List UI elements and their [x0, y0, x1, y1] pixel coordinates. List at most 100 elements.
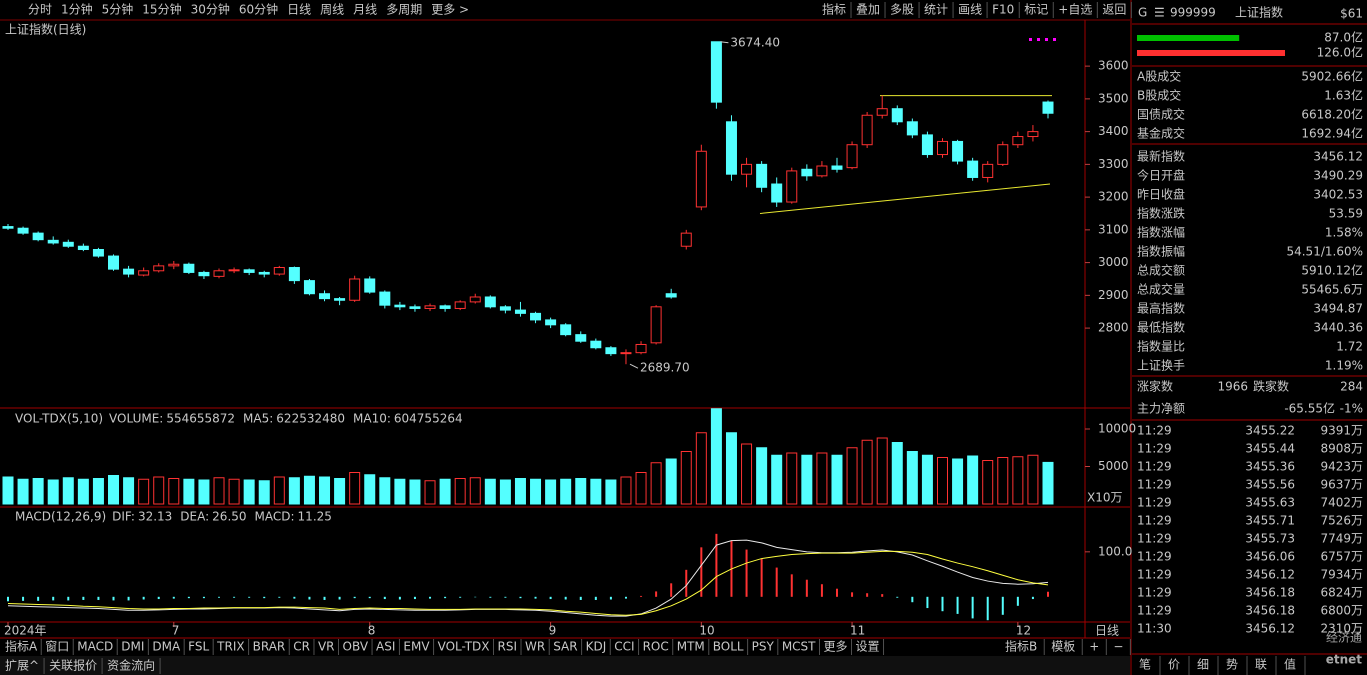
period-button[interactable]: 日线	[287, 3, 311, 17]
indicator-tab[interactable]: BRAR	[253, 640, 286, 654]
volume-bar	[32, 478, 44, 505]
flow-value: -65.55亿	[1284, 401, 1335, 416]
candle-body	[605, 347, 617, 355]
indicator-tab[interactable]: DMI	[121, 640, 144, 654]
volume-ratio-label: 126.0亿	[1317, 45, 1363, 60]
period-button[interactable]: 5分钟	[102, 2, 134, 17]
y-tick-label: 3600	[1098, 59, 1129, 73]
indicator-tab[interactable]: 指标A	[5, 639, 38, 654]
volume-ratio-label: 87.0亿	[1324, 30, 1363, 45]
indicator-tab[interactable]: BOLL	[713, 640, 744, 654]
indicator-tab[interactable]: VOL-TDX	[438, 640, 490, 654]
tool-button[interactable]: 多股	[890, 3, 914, 17]
extension-tab[interactable]: 关联报价	[49, 658, 97, 673]
flow-pct: -1%	[1340, 402, 1363, 416]
tool-button[interactable]: +自选	[1058, 3, 1092, 17]
indicator-tab[interactable]: MCST	[782, 640, 816, 654]
indicator-tab[interactable]: KDJ	[586, 640, 607, 654]
volume-bar	[560, 478, 572, 505]
period-button[interactable]: 月线	[353, 3, 377, 17]
quote-value: 1.58%	[1325, 226, 1363, 240]
indicator-tab[interactable]: PSY	[752, 640, 775, 654]
x-tick-label: 12	[1016, 624, 1031, 638]
period-button[interactable]: 60分钟	[239, 2, 278, 17]
quote-label: 指数涨幅	[1137, 225, 1185, 240]
volume-bar	[303, 475, 315, 505]
unit-label: X10万	[1087, 491, 1123, 505]
extension-tab[interactable]: 扩展^	[5, 659, 39, 673]
candle-body	[952, 140, 964, 162]
stat-label: VOLUME:	[109, 412, 163, 426]
annotation: 2689.70	[640, 361, 690, 375]
tick-price: 3455.36	[1245, 460, 1295, 474]
indicator-tab[interactable]: ROC	[643, 640, 669, 654]
indicator-tab[interactable]: ASI	[376, 640, 395, 654]
candle-body	[816, 165, 828, 177]
side-tab[interactable]: 笔	[1139, 657, 1151, 672]
side-tab[interactable]: 值	[1284, 657, 1296, 672]
volume-bar	[198, 479, 210, 505]
period-button[interactable]: 15分钟	[142, 2, 181, 17]
volume-bar	[2, 476, 14, 505]
indicator-tab[interactable]: +	[1089, 640, 1099, 654]
tool-button[interactable]: 统计	[924, 3, 948, 17]
volume-bar	[620, 476, 632, 505]
side-tab[interactable]: 势	[1226, 658, 1238, 672]
indicator-tab[interactable]: 窗口	[45, 640, 69, 654]
indicator-tab[interactable]: VR	[318, 640, 335, 654]
indicator-tab[interactable]: OBV	[343, 640, 369, 654]
indicator-tab[interactable]: FSL	[188, 640, 209, 654]
candle-body	[1042, 101, 1054, 114]
volume-bar	[982, 460, 994, 505]
candle-body	[334, 298, 346, 301]
period-button[interactable]: 分时	[28, 3, 52, 17]
tick-volume: 9423万	[1320, 460, 1363, 474]
indicator-tab[interactable]: EMV	[403, 640, 430, 654]
volume-bar	[906, 451, 918, 505]
candle-body	[921, 134, 933, 156]
indicator-tab[interactable]: MACD	[77, 640, 113, 654]
tick-volume: 6757万	[1320, 550, 1363, 564]
tool-button[interactable]: 返回	[1102, 3, 1126, 17]
quote-value: 54.51/1.60%	[1286, 245, 1363, 259]
indicator-tab[interactable]: CR	[293, 640, 310, 654]
tick-volume: 9637万	[1320, 478, 1363, 492]
side-tab[interactable]: 细	[1197, 658, 1209, 672]
tool-button[interactable]: 指标	[822, 2, 846, 17]
volume-bar	[861, 439, 873, 505]
indicator-tab[interactable]: 更多	[824, 640, 848, 654]
volume-bar	[138, 478, 150, 505]
indicator-tab[interactable]: CCI	[614, 640, 634, 654]
period-button[interactable]: 更多 >	[431, 3, 469, 17]
indicator-tab[interactable]: 设置	[856, 640, 880, 654]
candle-body	[77, 245, 89, 251]
volume-bar	[288, 477, 300, 505]
tool-button[interactable]: 标记	[1024, 3, 1048, 17]
indicator-tab[interactable]: SAR	[553, 640, 577, 654]
tool-button[interactable]: F10	[992, 3, 1014, 17]
side-tab[interactable]: 联	[1255, 658, 1267, 672]
tool-button[interactable]: 画线	[958, 3, 982, 17]
annotation-pointer	[720, 41, 729, 44]
extension-tab[interactable]: 资金流向	[107, 658, 155, 673]
indicator-tab[interactable]: 模板	[1051, 640, 1075, 654]
quote-value: 1.19%	[1325, 359, 1363, 373]
tick-time: 11:29	[1137, 424, 1172, 438]
volume-bar	[545, 479, 557, 505]
period-button[interactable]: 30分钟	[191, 2, 230, 17]
period-button[interactable]: 1分钟	[61, 2, 93, 17]
side-tab[interactable]: 价	[1168, 658, 1180, 672]
tick-time: 11:29	[1137, 604, 1172, 618]
tick-time: 11:29	[1137, 550, 1172, 564]
indicator-tab[interactable]: −	[1113, 640, 1123, 654]
period-button[interactable]: 周线	[320, 3, 344, 17]
period-button[interactable]: 多周期	[386, 3, 422, 17]
indicator-tab[interactable]: 指标B	[1005, 639, 1037, 654]
indicator-tab[interactable]: WR	[525, 640, 545, 654]
tool-button[interactable]: 叠加	[856, 3, 880, 17]
indicator-tab[interactable]: DMA	[152, 640, 181, 654]
volume-bar	[439, 478, 451, 505]
indicator-tab[interactable]: RSI	[498, 640, 518, 654]
indicator-tab[interactable]: TRIX	[216, 640, 244, 654]
indicator-tab[interactable]: MTM	[677, 640, 705, 654]
